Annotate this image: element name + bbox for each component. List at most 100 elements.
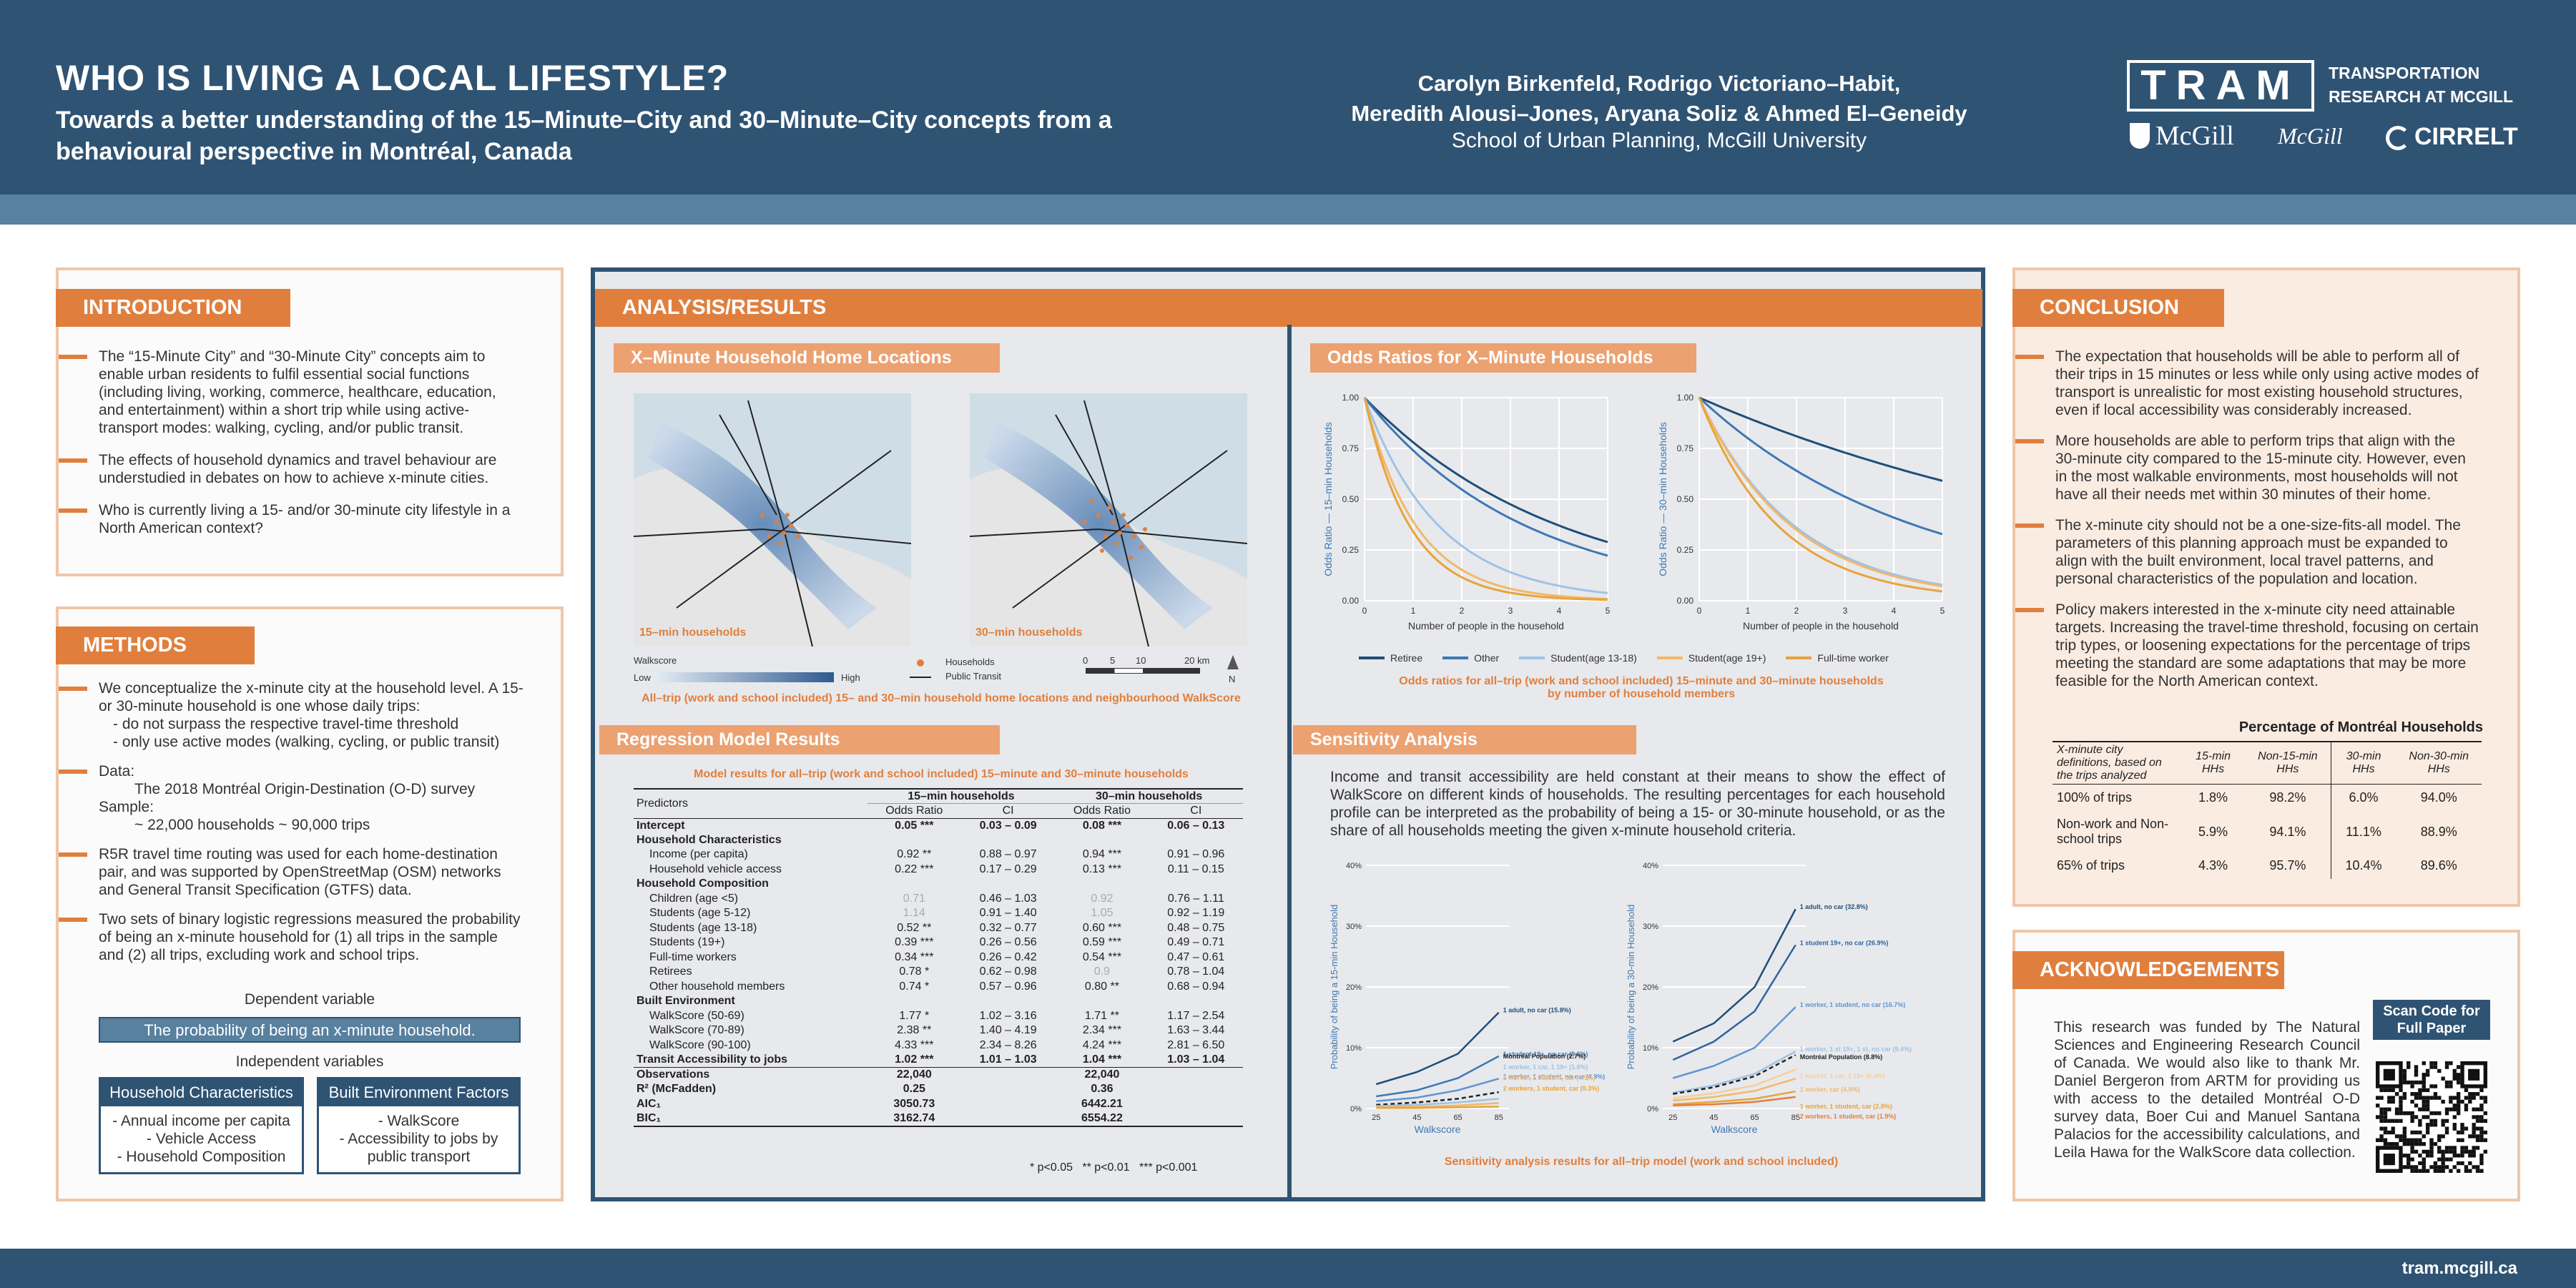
y-tick-label: 0.00 — [1677, 596, 1694, 606]
acknowledgements-text: This research was funded by The Natural … — [2054, 1019, 2360, 1161]
series-label: 1 worker, 1 car, 1 19+ (6.4%) — [1800, 1073, 1885, 1080]
table-row: BIC₁ 3162.74 6554.22 — [634, 1111, 1243, 1127]
independent-variables-label: Independent variables — [235, 1053, 384, 1070]
odds-chart-30: 1.00 0.75 0.50 0.25 0.000 1 2 3 4 5 Number of peop… — [1657, 393, 1945, 631]
table-row: WalkScore (70-89) 2.38 ** 1.40 – 4.19 2.34 … — [649, 1024, 1225, 1037]
regression-table: Predictors 15–min households 30–min househ… — [634, 788, 1243, 1127]
series-line — [1363, 397, 1608, 601]
series-label: 2 workers, 1 student, car (1.9%) — [1800, 1113, 1897, 1120]
series-line — [1376, 1102, 1499, 1108]
x-tick-label: 3 — [1843, 606, 1848, 616]
conclusion-panel — [2012, 267, 2520, 907]
series-line — [1673, 1068, 1796, 1099]
series-line — [1673, 1096, 1796, 1107]
table-row: Students (19+) 0.39 *** 0.26 – 0.56 0.59 **… — [649, 936, 1225, 949]
mcgill-shield-icon — [2130, 123, 2150, 149]
series-label: 1 worker, 1 student, no car (4.9%) — [1503, 1073, 1606, 1080]
table-row: R² (McFadden) 0.25 0.36 — [636, 1083, 1114, 1096]
legend-swatch — [1442, 657, 1469, 659]
poster-subtitle: Towards a better understanding of the 15… — [56, 107, 1112, 165]
methods-heading: METHODS — [56, 626, 255, 664]
households-dot-icon — [917, 659, 924, 667]
y-tick-label: 1.00 — [1677, 393, 1694, 403]
y-tick-label: 0% — [1350, 1105, 1362, 1114]
series-line — [1363, 396, 1608, 544]
regression-caption: Model results for all–trip (work and sch… — [694, 768, 1189, 780]
y-tick-label: 10% — [1643, 1044, 1658, 1053]
table-row: Transit Accessibility to jobs 1.02 *** 1.0… — [634, 1053, 1243, 1068]
x-axis-label: Number of people in the household — [1408, 620, 1564, 631]
series-line — [1673, 1051, 1796, 1094]
series-line — [1363, 397, 1608, 557]
y-tick-label: 0.25 — [1342, 545, 1360, 555]
y-tick-label: 40% — [1346, 862, 1362, 870]
x-tick-label: 25 — [1668, 1114, 1677, 1122]
map-15min — [634, 393, 911, 647]
y-tick-label: 0.00 — [1342, 596, 1360, 606]
dependent-variable-label: Dependent variable — [244, 991, 375, 1008]
series-line — [1376, 1055, 1500, 1098]
x-tick-label: 1 — [1411, 606, 1416, 616]
table-row: Household Composition — [636, 877, 769, 890]
series-line — [1363, 397, 1608, 600]
cirrelt-logo: CIRRELT — [2414, 123, 2518, 150]
y-tick-label: 0.50 — [1342, 494, 1360, 504]
odds-heading: Odds Ratios for X–Minute Households — [1310, 343, 1696, 373]
x-tick-label: 65 — [1750, 1114, 1759, 1122]
series-label: 1 worker, 1 st 19+, 1 st, no car (9.4%) — [1800, 1046, 1912, 1053]
header-banner — [0, 0, 2576, 195]
table-row: WalkScore (50-69) 1.77 * 1.02 – 3.16 1.71 *… — [649, 1009, 1225, 1022]
series-label: 2 workers, 1 student, car (0.3%) — [1503, 1085, 1600, 1092]
x-tick-label: 85 — [1495, 1114, 1503, 1122]
tram-logo: TRAM — [2127, 60, 2314, 112]
table-row: Students (age 5-12) 1.14 0.91 – 1.40 1.05 0.… — [649, 907, 1225, 920]
cirrelt-icon — [2386, 126, 2410, 150]
y-tick-label: 0% — [1647, 1105, 1658, 1114]
dependent-variable-box: The probability of being an x-minute hou… — [99, 1017, 521, 1043]
series-line — [1698, 397, 1943, 588]
legend-item: Student(age 13-18) — [1519, 652, 1637, 664]
acknowledgements-heading: ACKNOWLEDGEMENTS — [2012, 951, 2284, 989]
introduction-heading: INTRODUCTION — [56, 289, 290, 327]
series-label: 1 adult, no car (32.8%) — [1800, 903, 1868, 910]
y-tick-label: 20% — [1346, 983, 1362, 992]
table-row: Non-work and Non-school trips 5.9% 94.1% 11… — [2053, 811, 2482, 852]
x-axis-label: Walkscore — [1415, 1124, 1461, 1135]
series-line — [1698, 396, 1943, 536]
conclusion-bullets: The expectation that households will be … — [2015, 348, 2480, 690]
affiliation: School of Urban Planning, McGill Univers… — [1451, 129, 1867, 152]
sensitivity-charts: 40% 30% 20% 10% 0% 25 45 65 85 Walkscore Probabili… — [1329, 862, 1912, 1135]
y-tick-label: 30% — [1643, 923, 1658, 931]
x-tick-label: 3 — [1508, 606, 1513, 616]
sensitivity-text: Income and transit accessibility are hel… — [1330, 769, 1945, 839]
authors: Carolyn Birkenfeld, Rodrigo Victoriano–H… — [1351, 71, 1967, 126]
percentage-table: X-minute city definitions, based on the … — [2053, 741, 2482, 879]
footer-url[interactable]: tram.mcgill.ca — [2402, 1259, 2517, 1278]
table-row: Full-time workers 0.34 *** 0.26 – 0.42 0.54… — [649, 950, 1225, 963]
x-tick-label: 25 — [1372, 1114, 1380, 1122]
x-axis-label: Number of people in the household — [1743, 620, 1899, 631]
table-row: Intercept 0.05 *** 0.03 – 0.09 0.08 *** 0.06… — [636, 819, 1225, 832]
y-axis-label: Probability of being a 30-min Household — [1626, 905, 1636, 1070]
legend-swatch — [1656, 657, 1683, 659]
maps-heading: X–Minute Household Home Locations — [614, 343, 1000, 373]
table-row: Observations 22,040 22,040 — [636, 1068, 1120, 1081]
analysis-heading: ANALYSIS/RESULTS — [595, 289, 1982, 327]
series-label: 1 student 19+, no car (26.9%) — [1800, 939, 1889, 946]
y-axis-label: Odds Ratio — 15–min Households — [1322, 422, 1334, 576]
legend-swatch — [1359, 657, 1385, 659]
x-tick-label: 45 — [1709, 1114, 1718, 1122]
x-tick-label: 0 — [1362, 606, 1367, 616]
qr-code[interactable] — [2376, 1061, 2487, 1173]
map-30min-label: 30–min households — [975, 626, 1083, 639]
sensitivity-caption: Sensitivity analysis results for all–tri… — [1444, 1156, 1839, 1168]
series-line — [1672, 908, 1796, 1043]
table-row: Children (age <5) 0.71 0.46 – 1.03 0.92 0.76… — [649, 892, 1224, 905]
percentage-table-title: Percentage of Montréal Households — [2238, 719, 2483, 735]
legend-item: Retiree — [1359, 652, 1422, 664]
y-axis-label: Odds Ratio — 30–min Households — [1657, 422, 1668, 576]
legend-swatch — [1519, 657, 1545, 659]
x-tick-label: 2 — [1460, 606, 1465, 616]
y-tick-label: 20% — [1643, 983, 1658, 992]
